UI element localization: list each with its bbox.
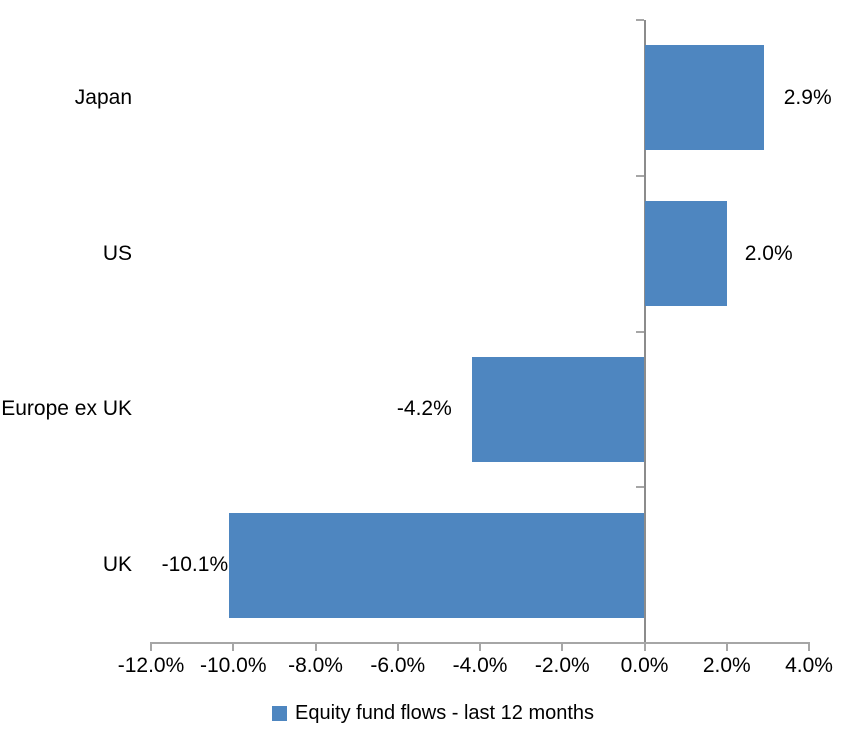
- category-label: Europe ex UK: [1, 397, 132, 421]
- category-axis-tick: [635, 330, 644, 333]
- value-axis-tick: [561, 643, 564, 651]
- value-label: 2.0%: [744, 241, 793, 265]
- category-axis-line: [643, 20, 646, 651]
- legend: Equity fund flows - last 12 months: [272, 702, 594, 725]
- value-label: -10.1%: [161, 553, 229, 577]
- value-axis-tick-label: 0.0%: [620, 654, 669, 677]
- value-axis-tick-label: -12.0%: [117, 654, 185, 677]
- value-axis-tick: [808, 643, 810, 651]
- value-axis-tick-label: -6.0%: [370, 654, 426, 677]
- value-axis-tick: [150, 643, 152, 651]
- value-axis-tick: [479, 643, 481, 651]
- bar-europe-ex-uk: [471, 356, 645, 462]
- value-axis-tick: [314, 643, 317, 651]
- legend-label: Equity fund flows - last 12 months: [295, 702, 595, 724]
- category-label: Japan: [74, 85, 132, 109]
- value-axis-tick-label: 2.0%: [702, 654, 751, 677]
- category-label: US: [102, 241, 132, 265]
- bar-uk: [229, 512, 645, 618]
- bar-japan: [644, 45, 764, 151]
- value-label: -4.2%: [396, 397, 452, 421]
- value-axis-tick: [232, 643, 235, 651]
- value-axis-tick-label: -10.0%: [199, 654, 267, 677]
- value-axis-tick: [725, 643, 728, 651]
- category-axis-tick: [635, 174, 644, 177]
- value-axis-tick-label: -8.0%: [288, 654, 343, 677]
- value-axis-tick-label: 4.0%: [785, 654, 833, 677]
- bar-us: [644, 201, 727, 307]
- value-axis-tick-label: -2.0%: [534, 654, 590, 677]
- category-axis-tick: [635, 19, 644, 21]
- legend-marker-icon: [272, 706, 287, 721]
- category-axis-tick: [635, 486, 644, 489]
- value-axis-tick: [396, 643, 399, 651]
- category-label: UK: [102, 553, 132, 577]
- value-axis-tick-label: -4.0%: [452, 654, 508, 677]
- value-label: 2.9%: [783, 85, 832, 109]
- value-axis-tick: [643, 643, 646, 651]
